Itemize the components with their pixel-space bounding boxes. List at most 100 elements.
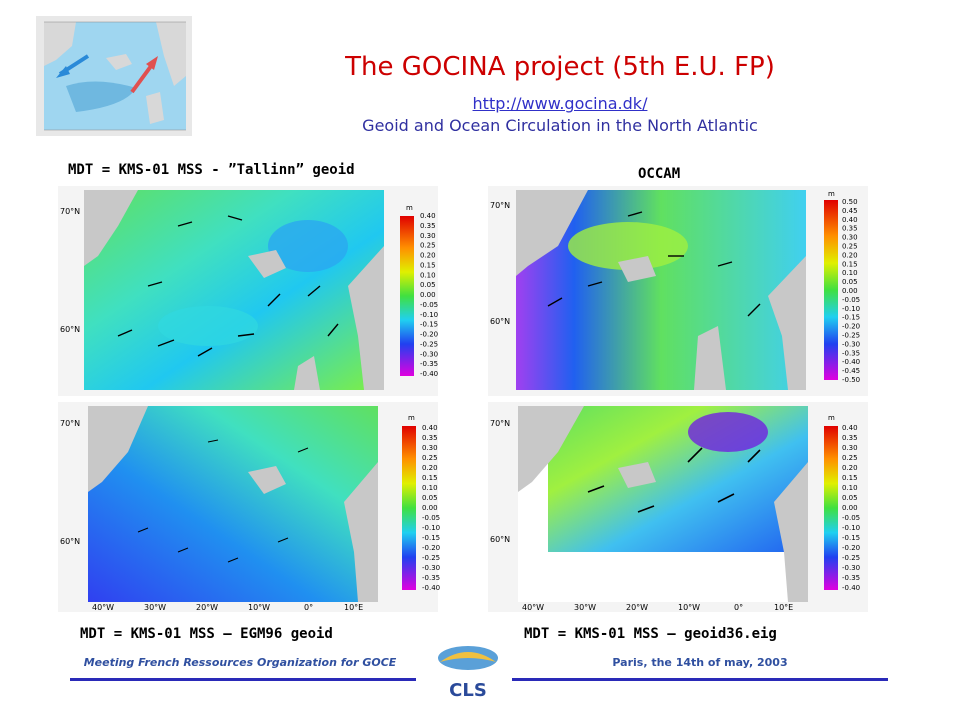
footer-rule-left xyxy=(70,678,416,681)
colorbar-tick-label: -0.40 xyxy=(422,584,440,592)
colorbar-tick-label: -0.25 xyxy=(420,340,438,348)
colorbar-unit: m xyxy=(408,414,415,422)
colorbar-tick-label: -0.05 xyxy=(842,514,860,522)
colorbar-tick-label: 0.05 xyxy=(420,281,436,289)
colorbar-tick-label: -0.40 xyxy=(842,584,860,592)
colorbar-b-top-right: 0.500.450.400.350.300.250.200.150.100.05… xyxy=(842,198,860,384)
project-link[interactable]: http://www.gocina.dk/ xyxy=(472,94,648,113)
lat-label: 70°N xyxy=(490,201,510,210)
cls-logo-text: CLS xyxy=(449,680,487,701)
bottom-left-caption: MDT = KMS-01 MSS – EGM96 geoid xyxy=(80,626,333,642)
colorbar-unit: m xyxy=(406,204,413,212)
colorbar-tick-label: 0.05 xyxy=(422,494,438,502)
colorbar-tick-label: 0.30 xyxy=(842,444,858,452)
map-bottom-right: 70°N 60°N 40°W 30°W 20°W 10°W 0° 10°E m xyxy=(488,402,868,612)
lon-label: 20°W xyxy=(626,603,648,612)
colorbar-tick-label: -0.20 xyxy=(422,544,440,552)
colorbar-tick-label: 0.40 xyxy=(842,424,858,432)
colorbar-tick-label: 0.40 xyxy=(420,212,436,220)
colorbar-tick-label: -0.10 xyxy=(842,524,860,532)
colorbar-tick-label: -0.10 xyxy=(842,305,860,313)
colorbar-tick-label: 0.35 xyxy=(420,222,436,230)
colorbar-tick-label: 0.00 xyxy=(842,287,858,295)
colorbar-a-top-left: 0.40 0.35 0.30 0.25 0.200.15 0.10 0.05 0.00 -0.0… xyxy=(420,212,438,378)
colorbar-tick-label: -0.45 xyxy=(842,367,860,375)
colorbar-tick-label: -0.30 xyxy=(420,350,438,358)
colorbar-tick-label: -0.30 xyxy=(842,340,860,348)
lon-label: 20°W xyxy=(196,603,218,612)
page-subtitle: Geoid and Ocean Circulation in the North… xyxy=(362,116,758,135)
colorbar-a-bottom-left: 0.40 0.35 0.30 0.25 0.20 0.15 0.10 0.05 0.00 -0.0… xyxy=(422,424,440,592)
colorbar-tick-label: -0.20 xyxy=(842,323,860,331)
colorbar-unit: m xyxy=(828,190,835,198)
map-top-right: 70°N 60°N m xyxy=(488,186,868,396)
colorbar-tick-label: 0.20 xyxy=(422,464,438,472)
colorbar-tick-label: -0.25 xyxy=(842,332,860,340)
colorbar-tick-label: -0.15 xyxy=(842,314,860,322)
colorbar-tick-label: 0.15 xyxy=(842,260,858,268)
colorbar-tick-label: 0.15 xyxy=(422,474,438,482)
footer-left: Meeting French Ressources Organization f… xyxy=(83,656,397,669)
colorbar-tick-label: 0.40 xyxy=(422,424,438,432)
cls-logo: CLS xyxy=(430,640,506,716)
colorbar-tick-label: 0.20 xyxy=(842,251,858,259)
colorbar-tick-label: 0.40 xyxy=(842,216,858,224)
lon-label: 0° xyxy=(734,603,743,612)
lon-label: 30°W xyxy=(144,603,166,612)
lon-label: 40°W xyxy=(92,603,114,612)
lat-label: 60°N xyxy=(490,535,510,544)
colorbar-tick-label: 0.10 xyxy=(420,271,436,279)
lat-label: 60°N xyxy=(490,317,510,326)
lat-label: 60°N xyxy=(60,325,80,334)
map-bottom-left: 70°N 60°N 40°W 30°W 20°W 10°W 0° 10°E m xyxy=(58,402,438,612)
colorbar-tick-label: -0.40 xyxy=(842,358,860,366)
colorbar-tick-label: 0.35 xyxy=(842,434,858,442)
inset-map xyxy=(36,16,192,136)
colorbar-tick-label: 0.45 xyxy=(842,207,858,215)
colorbar-tick-label: 0.25 xyxy=(420,242,436,250)
colorbar-tick-label: -0.20 xyxy=(420,331,438,339)
colorbar-tick-label: 0.30 xyxy=(422,444,438,452)
colorbar-tick-label: -0.30 xyxy=(422,564,440,572)
colorbar-tick-label: 0.15 xyxy=(420,261,436,269)
colorbar-tick-label: 0.30 xyxy=(420,232,436,240)
colorbar-tick-label: -0.15 xyxy=(422,534,440,542)
colorbar-tick-label: 0.30 xyxy=(842,234,858,242)
colorbar-unit: m xyxy=(828,414,835,422)
colorbar-tick-label: 0.35 xyxy=(842,225,858,233)
colorbar-tick-label: -0.10 xyxy=(422,524,440,532)
lon-label: 0° xyxy=(304,603,313,612)
page-title: The GOCINA project (5th E.U. FP) xyxy=(345,52,775,82)
lon-label: 10°E xyxy=(344,603,363,612)
colorbar-tick-label: -0.15 xyxy=(420,321,438,329)
lon-label: 10°W xyxy=(678,603,700,612)
colorbar-tick-label: -0.35 xyxy=(842,349,860,357)
lon-label: 40°W xyxy=(522,603,544,612)
colorbar-tick-label: 0.00 xyxy=(842,504,858,512)
lat-label: 70°N xyxy=(60,419,80,428)
lat-label: 70°N xyxy=(60,207,80,216)
colorbar-tick-label: 0.00 xyxy=(420,291,436,299)
top-left-caption: MDT = KMS-01 MSS - ”Tallinn” geoid xyxy=(68,162,355,178)
colorbar-tick-label: -0.35 xyxy=(420,360,438,368)
top-right-caption: OCCAM xyxy=(638,166,681,182)
colorbar-tick-label: -0.30 xyxy=(842,564,860,572)
colorbar-tick-label: 0.05 xyxy=(842,278,858,286)
lat-label: 60°N xyxy=(60,537,80,546)
colorbar-tick-label: -0.25 xyxy=(422,554,440,562)
colorbar-tick-label: -0.35 xyxy=(842,574,860,582)
bottom-right-caption: MDT = KMS-01 MSS – geoid36.eig xyxy=(524,626,777,642)
colorbar-tick-label: 0.25 xyxy=(842,454,858,462)
colorbar-tick-label: -0.10 xyxy=(420,311,438,319)
colorbar-tick-label: -0.05 xyxy=(420,301,438,309)
colorbar-tick-label: 0.15 xyxy=(842,474,858,482)
colorbar-tick-label: 0.10 xyxy=(842,484,858,492)
colorbar-tick-label: 0.50 xyxy=(842,198,858,206)
colorbar-tick-label: -0.15 xyxy=(842,534,860,542)
colorbar-tick-label: -0.05 xyxy=(842,296,860,304)
lon-label: 10°E xyxy=(774,603,793,612)
colorbar-tick-label: 0.25 xyxy=(842,243,858,251)
lon-label: 10°W xyxy=(248,603,270,612)
colorbar-tick-label: 0.20 xyxy=(842,464,858,472)
colorbar-tick-label: 0.35 xyxy=(422,434,438,442)
